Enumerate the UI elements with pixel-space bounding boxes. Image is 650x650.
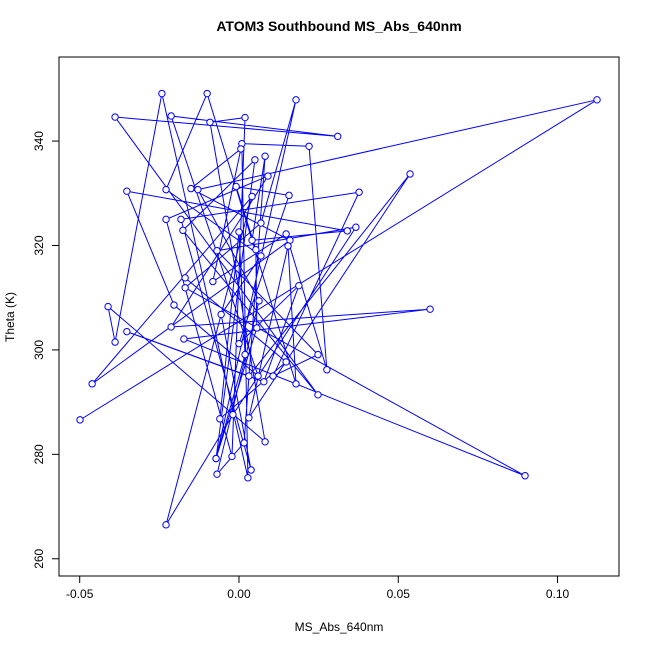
y-tick-label: 340 xyxy=(32,131,46,151)
data-point xyxy=(217,310,225,319)
data-point xyxy=(181,274,189,282)
data-point xyxy=(235,339,243,348)
data-point xyxy=(228,452,236,461)
data-point xyxy=(284,242,292,250)
data-point xyxy=(209,277,217,286)
data-point xyxy=(88,380,96,388)
x-tick-label: 0.00 xyxy=(227,587,251,601)
data-point xyxy=(241,113,249,122)
data-point xyxy=(213,247,221,255)
data-point xyxy=(111,113,119,121)
data-point xyxy=(292,96,300,104)
data-point xyxy=(212,454,220,463)
y-axis-label: Theta (K) xyxy=(3,292,17,342)
y-tick-label: 280 xyxy=(32,444,46,464)
data-point xyxy=(187,184,195,193)
data-point xyxy=(229,410,237,419)
data-point xyxy=(162,215,170,224)
data-point xyxy=(194,185,202,194)
data-point xyxy=(257,219,265,227)
data-point xyxy=(177,215,185,224)
data-point xyxy=(426,305,434,313)
data-point xyxy=(305,142,313,150)
data-point xyxy=(111,338,119,346)
data-point xyxy=(261,438,269,446)
data-point xyxy=(123,187,131,195)
data-point xyxy=(261,152,269,160)
data-point xyxy=(181,284,189,292)
x-tick-label: -0.05 xyxy=(66,587,94,601)
chart-title: ATOM3 Southbound MS_Abs_640nm xyxy=(216,18,461,34)
data-point xyxy=(251,156,259,164)
data-point xyxy=(162,185,170,194)
x-tick-label: 0.05 xyxy=(387,587,411,601)
data-point xyxy=(104,302,112,311)
data-point xyxy=(244,474,252,482)
data-point xyxy=(213,470,221,478)
x-tick-label: 0.10 xyxy=(546,587,570,601)
data-point xyxy=(260,378,268,386)
data-point xyxy=(241,350,249,359)
data-point xyxy=(216,415,224,423)
x-axis-label: MS_Abs_640nm xyxy=(295,620,384,634)
data-point xyxy=(253,324,261,332)
data-point xyxy=(352,223,360,231)
data-point xyxy=(170,301,178,309)
y-tick-label: 320 xyxy=(32,235,46,255)
data-point xyxy=(295,281,303,290)
data-point xyxy=(237,145,245,153)
data-point xyxy=(252,245,260,254)
y-tick-label: 300 xyxy=(32,340,46,360)
data-point xyxy=(162,521,170,529)
data-point xyxy=(314,391,322,399)
data-point xyxy=(235,228,243,236)
data-point xyxy=(254,372,262,380)
data-point xyxy=(206,118,214,126)
data-point xyxy=(264,172,272,180)
data-point xyxy=(334,132,342,141)
data-point xyxy=(343,227,351,235)
data-point xyxy=(593,96,601,104)
data-point xyxy=(282,358,290,366)
data-point xyxy=(245,414,253,422)
data-point xyxy=(406,170,414,178)
data-point xyxy=(167,112,175,120)
data-point xyxy=(158,89,166,98)
data-point xyxy=(521,472,529,480)
plot-frame xyxy=(58,56,620,577)
data-point xyxy=(355,188,363,196)
data-point xyxy=(248,192,256,201)
data-point xyxy=(240,439,248,447)
data-point xyxy=(245,372,253,380)
data-point xyxy=(203,89,211,98)
data-point xyxy=(257,252,265,260)
data-point xyxy=(76,416,84,424)
data-point xyxy=(247,466,255,474)
data-point xyxy=(179,226,187,235)
data-point xyxy=(269,372,277,380)
data-point xyxy=(255,297,263,305)
series-line xyxy=(79,92,598,526)
data-point xyxy=(282,230,290,238)
data-point xyxy=(232,182,240,191)
data-point xyxy=(323,366,331,374)
data-point xyxy=(248,236,256,244)
data-point xyxy=(285,191,293,200)
y-tick-label: 260 xyxy=(32,548,46,568)
data-point xyxy=(314,350,322,359)
data-point xyxy=(123,327,131,336)
data-point xyxy=(167,323,175,331)
data-point xyxy=(292,380,300,388)
data-point xyxy=(180,335,188,343)
